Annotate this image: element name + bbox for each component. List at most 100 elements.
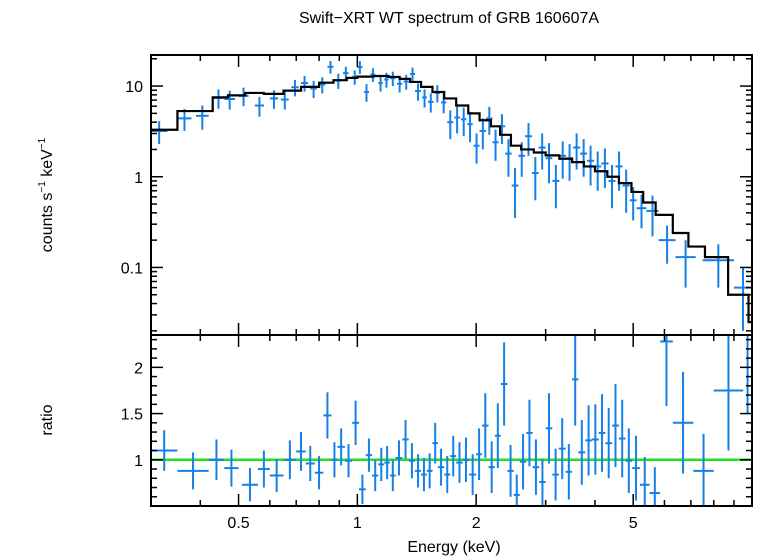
top-point-17 — [357, 61, 363, 74]
top-panel-data — [151, 60, 752, 331]
top-point-34 — [467, 111, 473, 143]
ratio-point-21 — [390, 459, 396, 492]
ratio-point-35 — [476, 428, 483, 481]
ratio-point-13 — [337, 428, 345, 466]
top-point-22 — [390, 71, 396, 87]
ratio-point-41 — [513, 474, 520, 506]
top-point-56 — [615, 151, 623, 191]
ratio-point-56 — [612, 383, 619, 468]
top-point-24 — [403, 74, 409, 90]
top-ylabel: counts s−1 keV−1 — [37, 137, 56, 252]
ratio-point-48 — [558, 418, 566, 480]
x-tick-label: 0.5 — [227, 515, 249, 532]
top-point-0 — [151, 121, 168, 144]
ratio-point-32 — [456, 442, 463, 483]
ratio-point-63 — [672, 371, 694, 474]
ratio-point-24 — [408, 443, 416, 479]
top-point-8 — [280, 91, 289, 110]
top-point-6 — [254, 96, 264, 117]
ratio-y-tick-label: 1.5 — [121, 407, 143, 424]
top-point-38 — [492, 129, 499, 161]
ratio-point-39 — [500, 342, 508, 426]
top-point-48 — [559, 141, 567, 179]
top-point-11 — [310, 80, 317, 98]
top-y-tick-label: 10 — [125, 79, 143, 96]
top-point-26 — [415, 83, 422, 101]
ratio-point-1 — [177, 452, 209, 490]
top-point-1 — [177, 108, 192, 131]
ratio-point-65 — [713, 335, 744, 451]
top-point-62 — [675, 240, 696, 288]
top-point-61 — [658, 225, 676, 264]
top-point-43 — [525, 123, 532, 156]
top-panel: 0.1 1 10 counts s−1 keV−1 — [37, 54, 753, 336]
top-point-25 — [410, 67, 416, 82]
ratio-point-25 — [415, 454, 422, 488]
top-point-54 — [601, 148, 609, 189]
x-tick-labels: 0.5 1 2 5 — [227, 515, 637, 532]
top-panel-frame — [150, 54, 753, 336]
ratio-point-31 — [450, 435, 457, 477]
top-point-59 — [636, 194, 647, 229]
ratio-point-4 — [241, 468, 258, 502]
x-axis-label: Energy (keV) — [407, 539, 500, 556]
ratio-point-59 — [632, 435, 640, 501]
top-point-46 — [545, 143, 553, 184]
ratio-point-66 — [743, 334, 752, 414]
ratio-point-53 — [591, 404, 599, 475]
top-y-tick-label: 0.1 — [121, 260, 143, 277]
ratio-point-58 — [625, 428, 633, 494]
ratio-point-33 — [462, 437, 470, 482]
ratio-point-14 — [344, 444, 353, 478]
ratio-point-7 — [283, 440, 297, 480]
ratio-point-51 — [578, 420, 586, 485]
top-point-47 — [552, 164, 560, 209]
ratio-point-61 — [649, 467, 661, 506]
top-point-51 — [580, 139, 588, 177]
top-point-55 — [608, 164, 616, 209]
ratio-y-tick-label: 1 — [134, 453, 143, 470]
ratio-point-27 — [426, 453, 433, 489]
ratio-point-62 — [660, 335, 673, 407]
ratio-point-28 — [432, 422, 438, 464]
top-point-31 — [447, 110, 454, 140]
ratio-point-26 — [421, 457, 427, 492]
ratio-point-12 — [331, 442, 338, 478]
x-tick-label: 5 — [629, 515, 638, 532]
bottom-panel-frame — [150, 334, 753, 507]
ratio-point-38 — [494, 403, 501, 469]
top-panel-ticks: 0.1 1 10 — [121, 55, 753, 335]
bottom-ylabel: ratio — [39, 404, 56, 435]
top-point-40 — [505, 139, 512, 177]
ratio-point-57 — [618, 399, 626, 478]
ratio-point-46 — [545, 393, 553, 464]
ratio-point-42 — [519, 433, 527, 490]
top-point-57 — [622, 169, 630, 213]
ratio-point-8 — [296, 432, 306, 471]
ratio-point-11 — [323, 392, 332, 439]
ratio-point-29 — [437, 448, 445, 486]
top-point-3 — [212, 89, 225, 109]
ratio-point-16 — [359, 474, 366, 505]
top-y-tick-label: 1 — [134, 170, 143, 187]
ratio-point-17 — [365, 438, 373, 472]
x-tick-label: 1 — [353, 515, 362, 532]
ratio-point-52 — [585, 405, 592, 476]
ratio-point-64 — [693, 433, 714, 506]
ratio-point-10 — [314, 456, 324, 490]
ratio-point-50 — [572, 335, 579, 426]
top-point-10 — [301, 76, 309, 92]
ratio-point-20 — [384, 445, 391, 480]
ratio-point-34 — [469, 454, 477, 495]
top-panel-model — [151, 74, 752, 324]
ratio-point-5 — [257, 450, 270, 488]
top-point-2 — [195, 105, 209, 130]
ratio-point-45 — [539, 458, 546, 506]
ratio-point-55 — [605, 408, 613, 479]
bottom-panel-ticks: 11.52 — [121, 335, 753, 507]
top-point-63 — [702, 244, 734, 288]
ratio-point-44 — [532, 439, 540, 495]
x-tick-label: 2 — [472, 515, 481, 532]
top-point-18 — [364, 84, 369, 102]
ratio-point-6 — [269, 458, 284, 493]
